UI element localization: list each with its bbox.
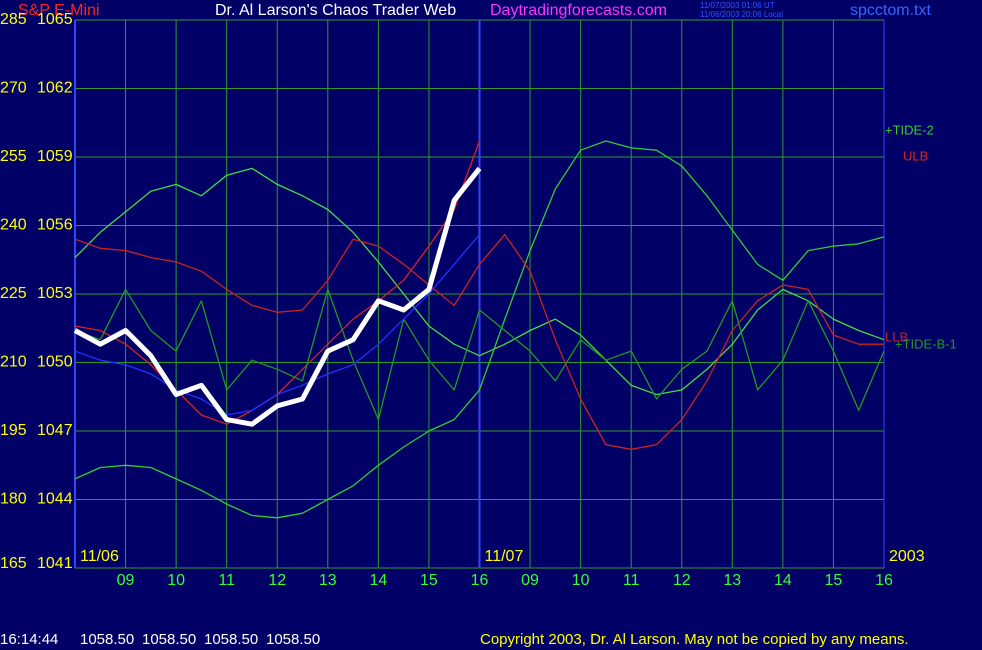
x-tick-label: 15 (825, 572, 843, 589)
y2-tick-label: 195 (0, 422, 27, 439)
x-tick-label: 09 (117, 572, 135, 589)
y-tick-label: 1059 (37, 148, 73, 165)
series-line (74, 167, 885, 396)
series-line (74, 234, 480, 416)
x-tick-label: 14 (774, 572, 792, 589)
x-tick-label: 10 (572, 572, 590, 589)
y-tick-label: 1044 (37, 491, 73, 508)
y2-tick-label: 255 (0, 148, 27, 165)
footer-quote: 1058.50 (142, 631, 196, 648)
legend-label: ULB (903, 148, 928, 163)
x-tick-label: 09 (521, 572, 539, 589)
x-tick-label: 10 (167, 572, 185, 589)
x-tick-label: 16 (875, 572, 893, 589)
series-line (74, 140, 885, 519)
y-tick-label: 1050 (37, 354, 73, 371)
date-label: 11/07 (485, 548, 524, 565)
legend-label: +TIDE-2 (885, 122, 934, 137)
y-tick-label: 1041 (37, 555, 73, 572)
x-tick-label: 14 (369, 572, 387, 589)
series-line (74, 288, 885, 421)
y-tick-label: 1053 (37, 285, 73, 302)
date-label: 2003 (889, 548, 925, 565)
legend-label: +TIDE-B-1 (895, 336, 957, 351)
footer-time: 16:14:44 (0, 631, 58, 648)
x-tick-label: 12 (673, 572, 691, 589)
y2-tick-label: 285 (0, 11, 27, 28)
file-name: spcctom.txt (850, 2, 931, 19)
title: Dr. Al Larson's Chaos Trader Web (215, 2, 456, 19)
series-line (74, 233, 884, 450)
time-ut: 11/07/2003 01:06 UT (700, 1, 775, 10)
x-tick-label: 13 (319, 572, 337, 589)
site: Daytradingforecasts.com (490, 2, 667, 19)
legend-label: LLB (885, 329, 908, 344)
copyright: Copyright 2003, Dr. Al Larson. May not b… (480, 631, 909, 648)
y2-tick-label: 240 (0, 217, 27, 234)
footer-quote: 1058.50 (80, 631, 134, 648)
y2-tick-label: 165 (0, 555, 27, 572)
x-tick-label: 16 (471, 572, 489, 589)
x-tick-label: 11 (218, 572, 235, 589)
y2-tick-label: 210 (0, 354, 27, 371)
date-label: 11/06 (80, 548, 119, 565)
x-tick-label: 15 (420, 572, 438, 589)
footer-quote: 1058.50 (266, 631, 320, 648)
y2-tick-label: 225 (0, 285, 27, 302)
series-line (73, 166, 482, 427)
y2-tick-label: 180 (0, 491, 27, 508)
y2-tick-label: 270 (0, 80, 27, 97)
y-tick-label: 1047 (37, 422, 73, 439)
y-tick-label: 1065 (37, 11, 73, 28)
x-tick-label: 13 (723, 572, 741, 589)
x-tick-label: 12 (268, 572, 286, 589)
footer-quote: 1058.50 (204, 631, 258, 648)
y-tick-label: 1056 (37, 217, 73, 234)
x-tick-label: 11 (623, 572, 640, 589)
time-local: 11/06/2003 20:06 Local (700, 10, 783, 19)
symbol: S&P E-Mini (18, 2, 100, 19)
y-tick-label: 1062 (37, 80, 73, 97)
